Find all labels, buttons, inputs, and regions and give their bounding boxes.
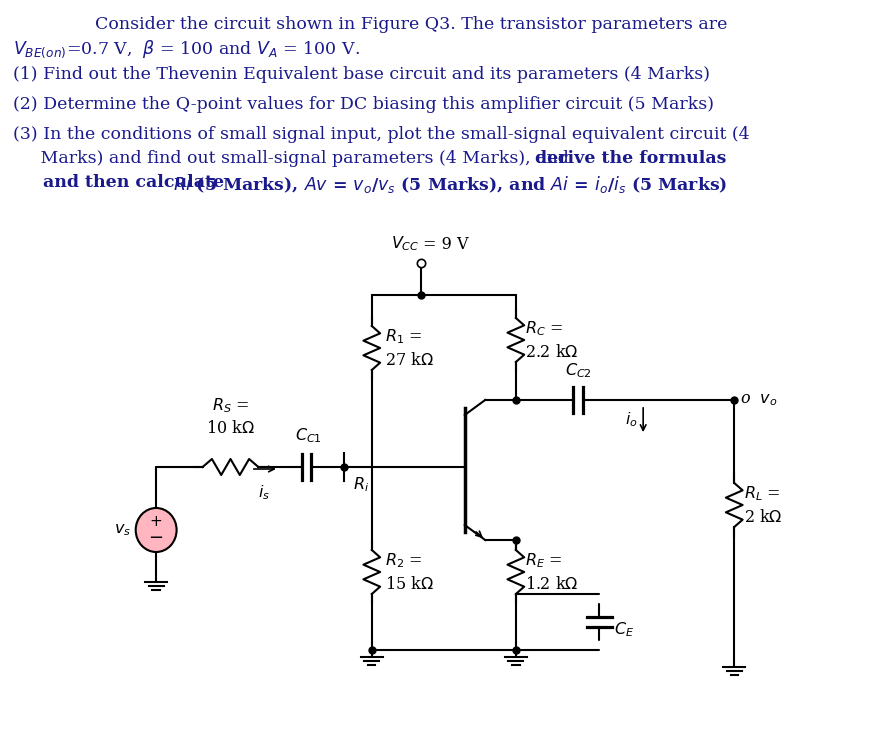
Text: +: + [149, 515, 163, 529]
Text: $V_{CC}$: $V_{CC}$ [391, 235, 419, 253]
Circle shape [136, 508, 177, 552]
Text: $i_s$: $i_s$ [258, 483, 270, 501]
Text: $\mathit{Ri}$ (5 Marks), $\mathit{Av}$ = $\mathit{v_o}$/$\mathit{v_s}$ (5 Marks): $\mathit{Ri}$ (5 Marks), $\mathit{Av}$ =… [173, 174, 728, 195]
Text: $R_L$ =
2 k$\Omega$: $R_L$ = 2 k$\Omega$ [743, 484, 782, 526]
Text: $v_s$: $v_s$ [114, 521, 131, 539]
Text: $R_2$ =
15 k$\Omega$: $R_2$ = 15 k$\Omega$ [385, 551, 433, 593]
Text: (2) Determine the Q-point values for DC biasing this amplifier circuit (5 Marks): (2) Determine the Q-point values for DC … [13, 96, 714, 113]
Text: $R_i$: $R_i$ [354, 475, 370, 493]
Text: (1) Find out the Thevenin Equivalent base circuit and its parameters (4 Marks): (1) Find out the Thevenin Equivalent bas… [13, 66, 710, 83]
Text: and then calculate: and then calculate [13, 174, 230, 191]
Text: $i_o$: $i_o$ [625, 411, 637, 429]
Text: $\mathit{V_{BE(on)}}$=0.7 V,  $\mathit{\beta}$ = 100 and $\mathit{V_A}$ = 100 V.: $\mathit{V_{BE(on)}}$=0.7 V, $\mathit{\b… [13, 38, 360, 60]
Text: $R_S$ =
10 k$\Omega$: $R_S$ = 10 k$\Omega$ [206, 396, 255, 437]
Text: = 9 V: = 9 V [423, 236, 469, 253]
Text: $C_{C1}$: $C_{C1}$ [295, 426, 322, 445]
Text: Consider the circuit shown in Figure Q3. The transistor parameters are: Consider the circuit shown in Figure Q3.… [95, 16, 727, 33]
Text: (3) In the conditions of small signal input, plot the small-signal equivalent ci: (3) In the conditions of small signal in… [13, 126, 750, 143]
Text: $R_1$ =
27 k$\Omega$: $R_1$ = 27 k$\Omega$ [385, 327, 433, 369]
Text: −: − [149, 529, 164, 547]
Text: derive the formulas: derive the formulas [536, 150, 727, 167]
Text: $R_C$ =
2.2 k$\Omega$: $R_C$ = 2.2 k$\Omega$ [525, 319, 579, 361]
Text: $C_E$: $C_E$ [614, 621, 635, 640]
Text: Marks) and find out small-signal parameters (4 Marks), and: Marks) and find out small-signal paramet… [13, 150, 575, 167]
Text: o  $v_o$: o $v_o$ [740, 392, 777, 409]
Text: $R_E$ =
1.2 k$\Omega$: $R_E$ = 1.2 k$\Omega$ [525, 551, 579, 593]
Text: $C_{C2}$: $C_{C2}$ [565, 361, 591, 380]
